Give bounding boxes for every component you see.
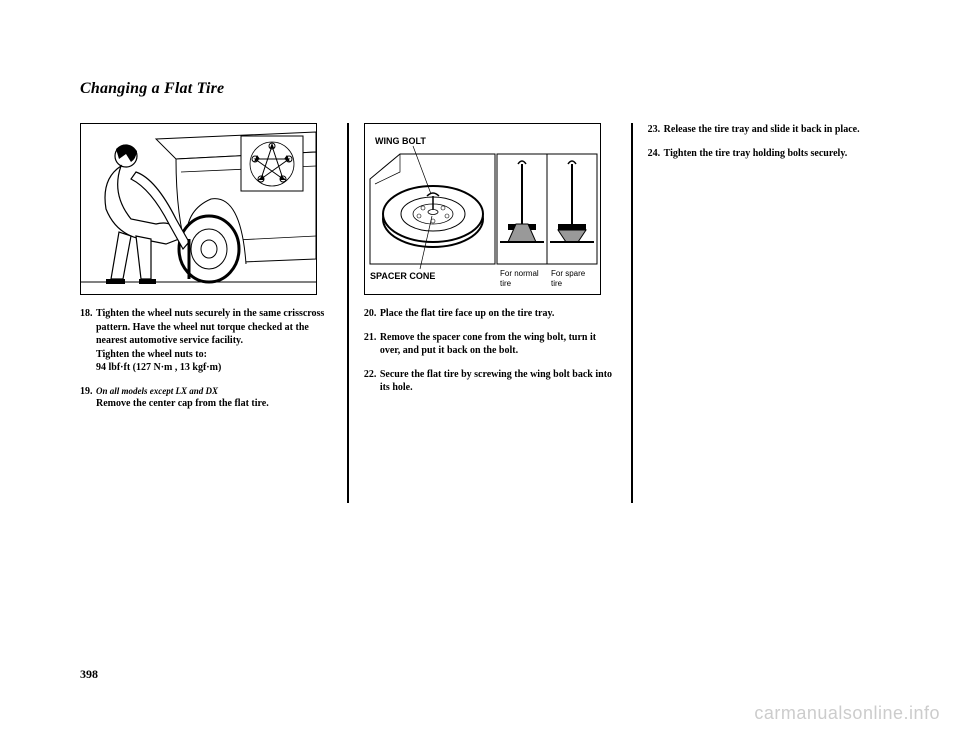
label-spare-tire: For spare [551, 269, 586, 278]
steps-col1: 18. Tighten the wheel nuts securely in t… [80, 307, 332, 410]
page-title: Changing a Flat Tire [80, 80, 900, 98]
content-columns: 18. Tighten the wheel nuts securely in t… [80, 123, 900, 503]
step-20: 20. Place the flat tire face up on the t… [364, 307, 616, 321]
illustration-spare-storage: WING BOLT SPACER CONE [364, 123, 601, 295]
step-18: 18. Tighten the wheel nuts securely in t… [80, 307, 332, 375]
watermark: carmanualsonline.info [754, 703, 940, 724]
label-spacer-cone: SPACER CONE [370, 271, 435, 281]
step-number: 22. [364, 368, 380, 395]
label-wing-bolt: WING BOLT [375, 136, 426, 146]
step-23: 23. Release the tire tray and slide it b… [648, 123, 900, 137]
step-21: 21. Remove the spacer cone from the wing… [364, 331, 616, 358]
column-2: WING BOLT SPACER CONE [349, 123, 631, 503]
step-24: 24. Tighten the tire tray holding bolts … [648, 147, 900, 161]
step-text: Tighten the tire tray holding bolts secu… [664, 147, 900, 161]
step-text: Secure the flat tire by screwing the win… [380, 368, 616, 395]
step-number: 18. [80, 307, 96, 375]
step-text: On all models except LX and DX Remove th… [96, 385, 332, 411]
svg-text:tire: tire [551, 279, 563, 288]
step-22: 22. Secure the flat tire by screwing the… [364, 368, 616, 395]
step-number: 21. [364, 331, 380, 358]
step-number: 19. [80, 385, 96, 411]
step-text: Release the tire tray and slide it back … [664, 123, 900, 137]
step-number: 23. [648, 123, 664, 137]
steps-col3: 23. Release the tire tray and slide it b… [648, 123, 900, 160]
step-number: 24. [648, 147, 664, 161]
page-number: 398 [80, 667, 98, 682]
column-1: 18. Tighten the wheel nuts securely in t… [80, 123, 347, 503]
steps-col2: 20. Place the flat tire face up on the t… [364, 307, 616, 395]
step-text: Place the flat tire face up on the tire … [380, 307, 616, 321]
step-19: 19. On all models except LX and DX Remov… [80, 385, 332, 411]
step-text: Tighten the wheel nuts securely in the s… [96, 307, 332, 375]
label-normal-tire: For normal [500, 269, 539, 278]
illustration-tighten-wheel [80, 123, 317, 295]
step-number: 20. [364, 307, 380, 321]
step-text: Remove the spacer cone from the wing bol… [380, 331, 616, 358]
svg-text:tire: tire [500, 279, 512, 288]
column-3: 23. Release the tire tray and slide it b… [633, 123, 900, 503]
